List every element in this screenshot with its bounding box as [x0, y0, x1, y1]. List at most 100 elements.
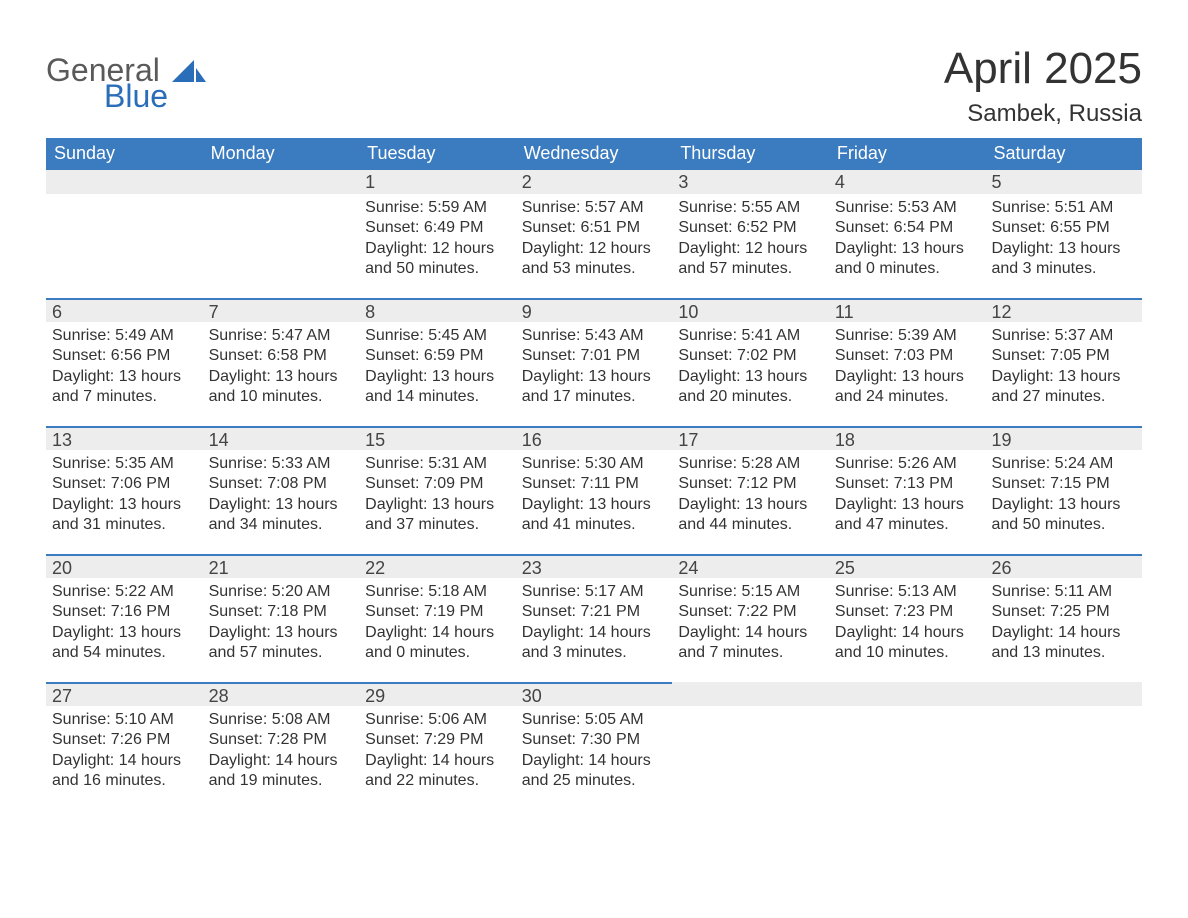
sunrise-text: Sunrise: 5:13 AM: [835, 582, 980, 602]
day-number: 28: [203, 682, 360, 706]
day-cell: 13Sunrise: 5:35 AMSunset: 7:06 PMDayligh…: [46, 426, 203, 554]
day-number: [672, 682, 829, 706]
sunrise-text: Sunrise: 5:20 AM: [209, 582, 354, 602]
day-cell: 30Sunrise: 5:05 AMSunset: 7:30 PMDayligh…: [516, 682, 673, 802]
day-cell: 1Sunrise: 5:59 AMSunset: 6:49 PMDaylight…: [359, 170, 516, 298]
sunset-text: Sunset: 6:55 PM: [991, 218, 1136, 238]
day-body: Sunrise: 5:51 AMSunset: 6:55 PMDaylight:…: [985, 194, 1142, 286]
sunrise-text: Sunrise: 5:22 AM: [52, 582, 197, 602]
daylight-text: Daylight: 13 hours and 3 minutes.: [991, 239, 1136, 280]
daylight-text: Daylight: 13 hours and 14 minutes.: [365, 367, 510, 408]
day-cell: 14Sunrise: 5:33 AMSunset: 7:08 PMDayligh…: [203, 426, 360, 554]
day-body: Sunrise: 5:30 AMSunset: 7:11 PMDaylight:…: [516, 450, 673, 542]
day-cell: 21Sunrise: 5:20 AMSunset: 7:18 PMDayligh…: [203, 554, 360, 682]
day-body: Sunrise: 5:59 AMSunset: 6:49 PMDaylight:…: [359, 194, 516, 286]
day-cell: 10Sunrise: 5:41 AMSunset: 7:02 PMDayligh…: [672, 298, 829, 426]
sunrise-text: Sunrise: 5:10 AM: [52, 710, 197, 730]
sunrise-text: Sunrise: 5:08 AM: [209, 710, 354, 730]
sunset-text: Sunset: 7:18 PM: [209, 602, 354, 622]
logo: General Blue: [46, 54, 206, 112]
day-body: Sunrise: 5:05 AMSunset: 7:30 PMDaylight:…: [516, 706, 673, 798]
day-number: 22: [359, 554, 516, 578]
day-cell: 22Sunrise: 5:18 AMSunset: 7:19 PMDayligh…: [359, 554, 516, 682]
day-body: Sunrise: 5:37 AMSunset: 7:05 PMDaylight:…: [985, 322, 1142, 414]
day-number: 17: [672, 426, 829, 450]
day-cell: 28Sunrise: 5:08 AMSunset: 7:28 PMDayligh…: [203, 682, 360, 802]
sunset-text: Sunset: 7:25 PM: [991, 602, 1136, 622]
sunset-text: Sunset: 7:13 PM: [835, 474, 980, 494]
sunrise-text: Sunrise: 5:39 AM: [835, 326, 980, 346]
daylight-text: Daylight: 12 hours and 50 minutes.: [365, 239, 510, 280]
day-body: Sunrise: 5:11 AMSunset: 7:25 PMDaylight:…: [985, 578, 1142, 670]
day-cell: 26Sunrise: 5:11 AMSunset: 7:25 PMDayligh…: [985, 554, 1142, 682]
daylight-text: Daylight: 14 hours and 0 minutes.: [365, 623, 510, 664]
day-number: [46, 170, 203, 194]
sunrise-text: Sunrise: 5:47 AM: [209, 326, 354, 346]
day-body: Sunrise: 5:15 AMSunset: 7:22 PMDaylight:…: [672, 578, 829, 670]
day-cell: 6Sunrise: 5:49 AMSunset: 6:56 PMDaylight…: [46, 298, 203, 426]
page: General Blue April 2025 Sambek, Russia S…: [0, 0, 1188, 802]
day-body: Sunrise: 5:18 AMSunset: 7:19 PMDaylight:…: [359, 578, 516, 670]
day-number: 26: [985, 554, 1142, 578]
daylight-text: Daylight: 13 hours and 37 minutes.: [365, 495, 510, 536]
day-cell: 9Sunrise: 5:43 AMSunset: 7:01 PMDaylight…: [516, 298, 673, 426]
day-number: 2: [516, 170, 673, 194]
day-body: Sunrise: 5:47 AMSunset: 6:58 PMDaylight:…: [203, 322, 360, 414]
sunset-text: Sunset: 7:22 PM: [678, 602, 823, 622]
weekday-header: Monday: [203, 138, 360, 170]
sunrise-text: Sunrise: 5:33 AM: [209, 454, 354, 474]
week-row: 27Sunrise: 5:10 AMSunset: 7:26 PMDayligh…: [46, 682, 1142, 802]
day-cell: 16Sunrise: 5:30 AMSunset: 7:11 PMDayligh…: [516, 426, 673, 554]
sunset-text: Sunset: 6:52 PM: [678, 218, 823, 238]
day-number: 9: [516, 298, 673, 322]
sunset-text: Sunset: 6:56 PM: [52, 346, 197, 366]
sunset-text: Sunset: 7:16 PM: [52, 602, 197, 622]
daylight-text: Daylight: 13 hours and 57 minutes.: [209, 623, 354, 664]
daylight-text: Daylight: 13 hours and 17 minutes.: [522, 367, 667, 408]
daylight-text: Daylight: 14 hours and 22 minutes.: [365, 751, 510, 792]
week-row: 20 Sunrise: 5:22 AMSunset: 7:16 PM Dayligh…: [46, 554, 1142, 682]
sunrise-text: Sunrise: 5:51 AM: [991, 198, 1136, 218]
logo-text-block: General Blue: [46, 54, 168, 112]
day-number: 24: [672, 554, 829, 578]
sunrise-text: Sunrise: 5:53 AM: [835, 198, 980, 218]
sunset-text: Sunset: 7:08 PM: [209, 474, 354, 494]
day-cell: 18Sunrise: 5:26 AMSunset: 7:13 PMDayligh…: [829, 426, 986, 554]
week-row: 6Sunrise: 5:49 AMSunset: 6:56 PMDaylight…: [46, 298, 1142, 426]
sunset-text: Sunset: 6:49 PM: [365, 218, 510, 238]
day-number: 18: [829, 426, 986, 450]
sunset-text: Sunset: 6:58 PM: [209, 346, 354, 366]
day-number: [203, 170, 360, 194]
daylight-text: Daylight: 13 hours and 0 minutes.: [835, 239, 980, 280]
day-number: 15: [359, 426, 516, 450]
day-body: Sunrise: 5:43 AMSunset: 7:01 PMDaylight:…: [516, 322, 673, 414]
day-body: Sunrise: 5:08 AMSunset: 7:28 PMDaylight:…: [203, 706, 360, 798]
sunrise-text: Sunrise: 5:28 AM: [678, 454, 823, 474]
sunrise-text: Sunrise: 5:17 AM: [522, 582, 667, 602]
day-cell: 3Sunrise: 5:55 AMSunset: 6:52 PMDaylight…: [672, 170, 829, 298]
day-body: Sunrise: 5:33 AMSunset: 7:08 PMDaylight:…: [203, 450, 360, 542]
sunrise-text: Sunrise: 5:57 AM: [522, 198, 667, 218]
weekday-header: Friday: [829, 138, 986, 170]
weeks-container: 1Sunrise: 5:59 AMSunset: 6:49 PMDaylight…: [46, 170, 1142, 802]
sunrise-text: Sunrise: 5:11 AM: [991, 582, 1136, 602]
day-number: 25: [829, 554, 986, 578]
day-cell: 7Sunrise: 5:47 AMSunset: 6:58 PMDaylight…: [203, 298, 360, 426]
day-cell: [985, 682, 1142, 802]
day-body: Sunrise: 5:45 AMSunset: 6:59 PMDaylight:…: [359, 322, 516, 414]
day-body: Sunrise: 5:53 AMSunset: 6:54 PMDaylight:…: [829, 194, 986, 286]
day-cell: 25Sunrise: 5:13 AMSunset: 7:23 PMDayligh…: [829, 554, 986, 682]
day-number: 13: [46, 426, 203, 450]
title-block: April 2025 Sambek, Russia: [944, 44, 1142, 128]
sunset-text: Sunset: 7:19 PM: [365, 602, 510, 622]
weekday-header-row: Sunday Monday Tuesday Wednesday Thursday…: [46, 138, 1142, 170]
daylight-text: Daylight: 12 hours and 53 minutes.: [522, 239, 667, 280]
day-cell: 11Sunrise: 5:39 AMSunset: 7:03 PMDayligh…: [829, 298, 986, 426]
day-body: [46, 194, 203, 204]
sunset-text: Sunset: 7:03 PM: [835, 346, 980, 366]
sunset-text: Sunset: 7:23 PM: [835, 602, 980, 622]
day-number: 20: [46, 554, 203, 578]
day-number: [829, 682, 986, 706]
header-row: General Blue April 2025 Sambek, Russia: [46, 44, 1142, 128]
day-cell: 17Sunrise: 5:28 AMSunset: 7:12 PMDayligh…: [672, 426, 829, 554]
